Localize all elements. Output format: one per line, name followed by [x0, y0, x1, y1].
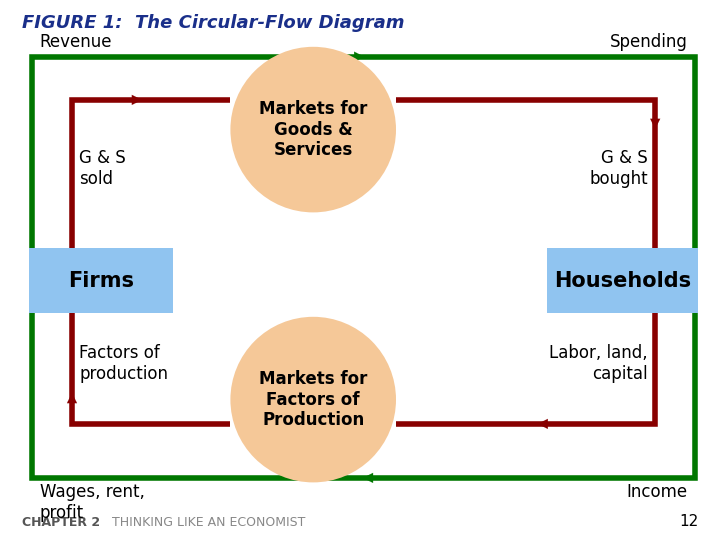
Text: Spending: Spending	[610, 33, 688, 51]
Text: Revenue: Revenue	[40, 33, 112, 51]
FancyBboxPatch shape	[29, 248, 173, 313]
Text: Income: Income	[626, 483, 688, 501]
Text: Households: Households	[554, 271, 691, 291]
FancyBboxPatch shape	[547, 248, 698, 313]
Text: CHAPTER 2: CHAPTER 2	[22, 516, 100, 529]
Text: Labor, land,
capital: Labor, land, capital	[549, 344, 648, 382]
Text: FIGURE 1:  The Circular-Flow Diagram: FIGURE 1: The Circular-Flow Diagram	[22, 14, 404, 31]
Text: Markets for
Factors of
Production: Markets for Factors of Production	[259, 370, 367, 429]
Text: 12: 12	[679, 514, 698, 529]
Text: Wages, rent,
profit: Wages, rent, profit	[40, 483, 145, 522]
Ellipse shape	[230, 47, 396, 212]
Text: Markets for
Goods &
Services: Markets for Goods & Services	[259, 100, 367, 159]
Text: THINKING LIKE AN ECONOMIST: THINKING LIKE AN ECONOMIST	[112, 516, 305, 529]
Ellipse shape	[230, 317, 396, 482]
Text: Factors of
production: Factors of production	[79, 344, 168, 382]
Text: G & S
sold: G & S sold	[79, 150, 126, 188]
Text: Firms: Firms	[68, 271, 134, 291]
Text: G & S
bought: G & S bought	[590, 150, 648, 188]
